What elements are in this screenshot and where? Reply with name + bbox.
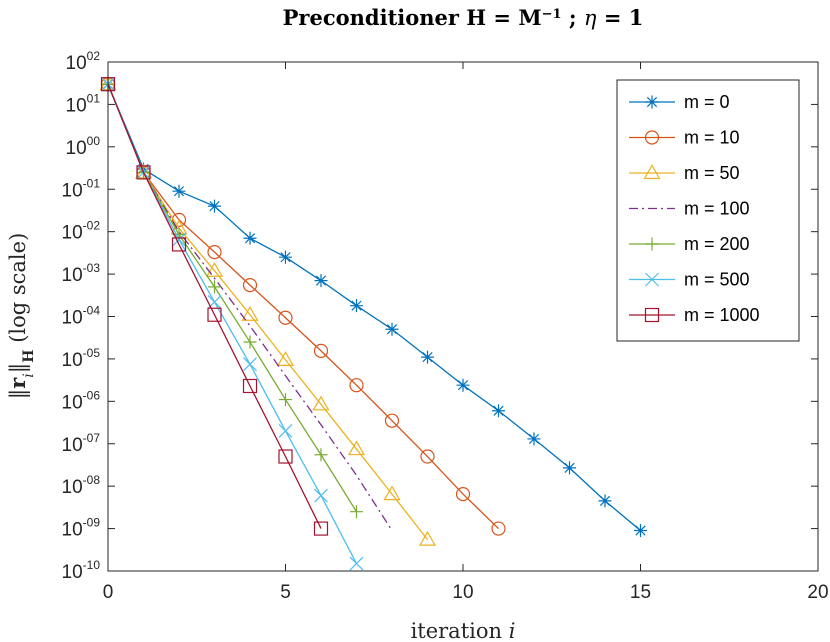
y-tick-label: 10-08 — [62, 473, 101, 498]
legend-marker — [645, 237, 659, 251]
x-tick-label: 0 — [103, 582, 114, 603]
data-point — [350, 299, 363, 313]
legend-label: m = 1000 — [684, 305, 760, 325]
data-point — [312, 395, 330, 411]
x-tick-label: 10 — [452, 582, 473, 603]
data-point — [598, 494, 612, 508]
data-point — [278, 449, 293, 464]
data-point — [385, 322, 399, 336]
data-point — [205, 262, 224, 277]
legend-label: m = 50 — [684, 163, 740, 183]
data-point — [492, 404, 505, 418]
legend-label: m = 0 — [684, 92, 730, 112]
legend-marker — [643, 164, 661, 180]
legend-label: m = 200 — [684, 234, 750, 254]
data-point — [527, 432, 541, 446]
data-point — [278, 424, 293, 438]
data-point — [279, 393, 292, 407]
data-point — [384, 413, 400, 428]
data-point — [279, 250, 292, 264]
y-tick-label: 1001 — [66, 91, 101, 116]
data-point — [207, 244, 222, 260]
data-point — [314, 274, 328, 288]
legend-marker — [645, 95, 659, 109]
y-tick-label: 10-01 — [62, 176, 101, 201]
data-point — [171, 212, 187, 227]
data-point — [349, 556, 364, 571]
y-tick-label: 10-05 — [62, 346, 101, 371]
y-tick-label: 10-10 — [62, 558, 101, 583]
y-tick-label: 1000 — [66, 134, 101, 159]
x-tick-label: 5 — [280, 582, 291, 603]
data-point — [313, 521, 329, 536]
y-tick-label: 10-09 — [62, 516, 101, 541]
legend-item-m-500: m = 500 — [629, 270, 750, 290]
legend-label: m = 500 — [684, 270, 750, 290]
y-tick-label: 10-04 — [62, 304, 101, 329]
y-tick-label: 10-06 — [62, 388, 101, 413]
data-point — [172, 184, 186, 198]
x-tick-label: 20 — [807, 582, 828, 603]
data-point — [420, 449, 435, 464]
legend: m = 0 m = 10 m = 50 m = 100 m = 200 m = 500 m … — [616, 79, 800, 342]
data-point — [314, 488, 328, 503]
data-point — [383, 485, 401, 501]
data-point — [456, 378, 470, 392]
series-m-1000 — [100, 77, 329, 536]
data-point — [171, 237, 187, 252]
data-point — [241, 306, 259, 321]
data-point — [634, 524, 647, 538]
legend-marker — [644, 130, 660, 145]
legend-item-m-10: m = 10 — [629, 128, 740, 148]
legend-label: m = 100 — [684, 199, 750, 219]
y-tick-label: 10-02 — [62, 219, 101, 244]
data-point — [421, 350, 434, 364]
chart-title: Preconditioner H = M−1 ; η = 1 — [283, 5, 644, 30]
data-point — [314, 448, 328, 462]
data-point — [278, 310, 293, 325]
series-line — [107, 83, 499, 530]
data-point — [347, 440, 366, 456]
legend-marker — [644, 307, 660, 323]
data-point — [242, 378, 258, 394]
x-axis-label: iteration i — [411, 619, 516, 642]
data-point — [349, 378, 364, 393]
data-point — [243, 357, 257, 372]
data-point — [418, 530, 437, 546]
legend-item-m-200: m = 200 — [629, 234, 750, 254]
y-tick-label: 10-03 — [62, 261, 101, 286]
legend-item-m-100: m = 100 — [629, 199, 750, 219]
series-line — [107, 83, 322, 529]
data-point — [136, 165, 151, 180]
y-axis-label: ‖ri‖H (log scale) — [5, 233, 37, 400]
legend-box — [616, 79, 800, 342]
data-point — [563, 461, 576, 475]
legend-marker — [645, 272, 659, 287]
data-point — [313, 343, 329, 358]
y-tick-label: 1002 — [66, 49, 101, 74]
data-point — [350, 505, 363, 519]
data-point — [491, 521, 506, 536]
data-point — [243, 335, 257, 349]
data-point — [208, 199, 221, 213]
data-point — [207, 307, 222, 322]
legend-item-m-0: m = 0 — [629, 92, 730, 112]
legend-item-m-1000: m = 1000 — [629, 305, 760, 325]
data-point — [276, 351, 295, 366]
series-line — [107, 83, 429, 540]
data-point — [455, 487, 471, 502]
legend-item-m-50: m = 50 — [629, 163, 740, 183]
y-tick-label: 10-07 — [62, 431, 101, 456]
data-point — [242, 277, 258, 293]
data-point — [243, 231, 257, 245]
legend-label: m = 10 — [684, 128, 740, 148]
series-line — [107, 83, 641, 532]
x-tick-label: 15 — [630, 582, 651, 603]
data-point — [208, 280, 221, 294]
